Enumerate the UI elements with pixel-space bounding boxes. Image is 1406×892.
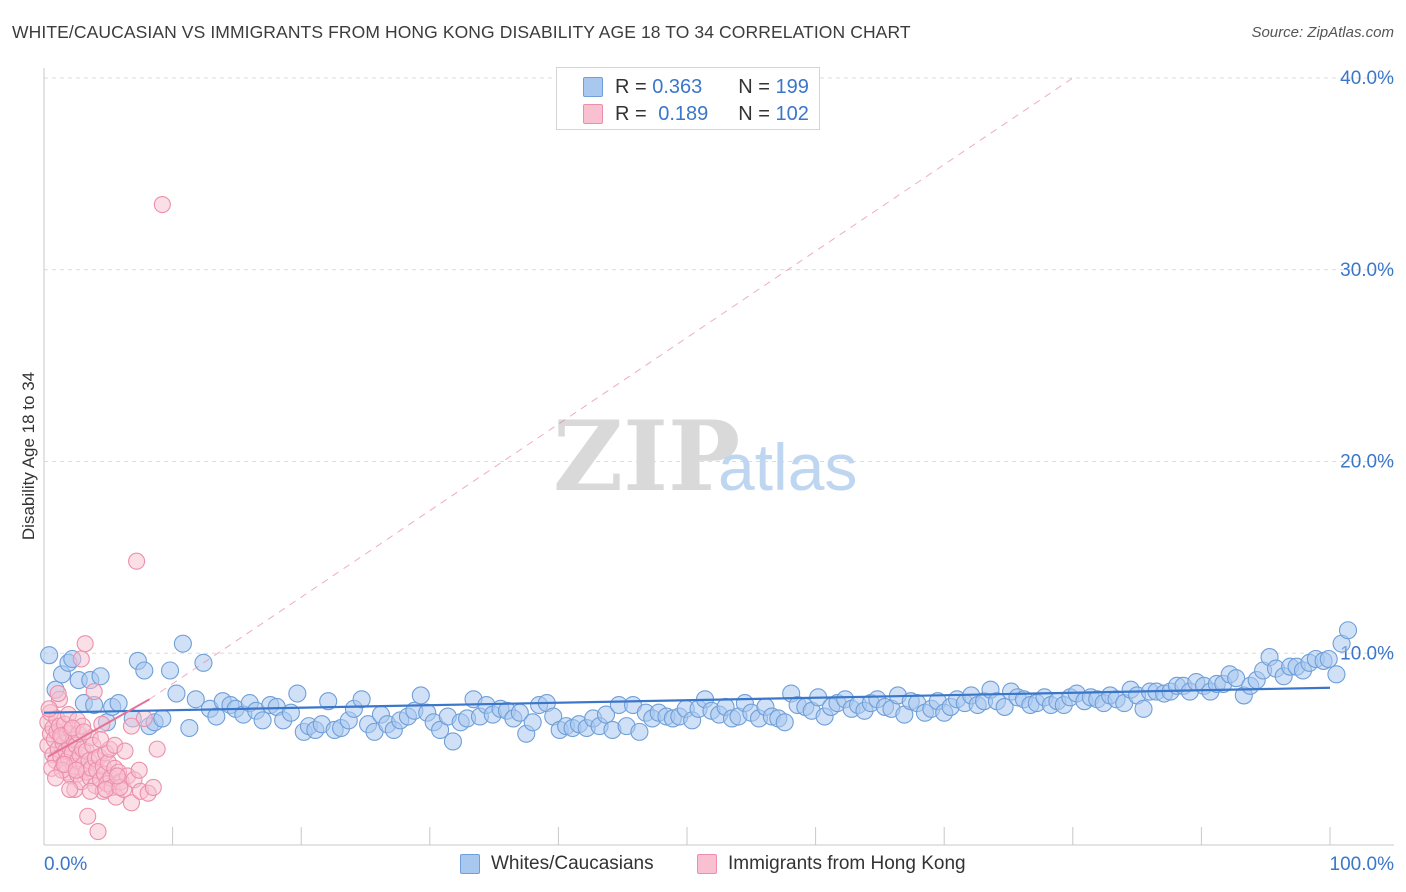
point-whites (443, 732, 462, 751)
chart-title: WHITE/CAUCASIAN VS IMMIGRANTS FROM HONG … (12, 22, 911, 42)
legend-r-label: R = (615, 102, 653, 125)
point-whites (207, 707, 226, 726)
point-whites (523, 713, 542, 732)
legend-n-label: N = (738, 102, 776, 125)
x-tick-label-min: 0.0% (44, 854, 87, 875)
y-tick-label: 30.0% (1340, 260, 1394, 281)
point-hongkong (79, 807, 97, 825)
point-whites (775, 713, 794, 732)
point-hongkong (116, 742, 134, 760)
gridlines (44, 77, 1394, 654)
point-whites (1327, 665, 1346, 684)
point-hongkong (148, 740, 166, 758)
point-whites (91, 667, 110, 686)
point-hongkong (122, 794, 140, 812)
legend-r-value: 0.189 (658, 102, 709, 125)
legend-n-value: 102 (775, 102, 809, 125)
point-whites (1227, 669, 1246, 688)
bottom-legend-hongkong: Immigrants from Hong Kong (697, 851, 966, 877)
point-hongkong (61, 780, 79, 798)
legend-r-label: R = (615, 75, 653, 98)
point-whites (288, 684, 307, 703)
legend-swatch-pink (583, 104, 603, 124)
point-whites (153, 709, 172, 728)
legend-row-hongkong: R = 0.189 N = 102 (583, 102, 809, 126)
legend-swatch-blue (583, 77, 603, 97)
point-hongkong (81, 782, 99, 800)
point-hongkong (47, 769, 65, 787)
series-immigrants-hong-kong (39, 196, 171, 841)
point-whites (1134, 699, 1153, 718)
x-tick-labels: 0.0% 100.0% (44, 854, 1394, 875)
watermark: ZIP atlas (553, 400, 857, 513)
point-hongkong (128, 552, 146, 570)
legend-row-whites: R = 0.363 N = 199 (583, 75, 809, 99)
point-whites (167, 684, 186, 703)
point-whites (596, 705, 616, 724)
legend-r-value: 0.363 (652, 75, 703, 98)
point-hongkong (72, 650, 90, 668)
point-hongkong (89, 823, 107, 841)
point-whites (253, 711, 272, 730)
series-whites-caucasians (40, 621, 1358, 751)
point-whites (186, 690, 205, 709)
trend-line-hongkong-extension (149, 77, 1074, 700)
chart-source: Source: ZipAtlas.com (1251, 24, 1394, 41)
y-tick-label: 40.0% (1340, 68, 1394, 89)
y-tick-label: 20.0% (1340, 452, 1394, 473)
point-hongkong (85, 683, 103, 701)
point-hongkong (97, 780, 115, 798)
bottom-legend-swatch-blue (460, 854, 480, 874)
point-whites (180, 718, 199, 738)
point-hongkong (144, 778, 162, 797)
point-whites (995, 697, 1014, 716)
bottom-legend-label: Whites/Caucasians (491, 853, 654, 874)
trend-lines (43, 77, 1331, 758)
point-hongkong (108, 767, 126, 785)
point-hongkong (122, 717, 140, 735)
point-hongkong (40, 700, 58, 718)
bottom-legend-label: Immigrants from Hong Kong (728, 853, 966, 874)
point-whites (160, 661, 180, 680)
bottom-legend-whites: Whites/Caucasians (460, 851, 654, 877)
watermark-zip: ZIP (553, 400, 740, 513)
point-whites (319, 692, 338, 711)
trend-line-hongkong (47, 698, 150, 758)
watermark-atlas: atlas (718, 430, 857, 504)
y-tick-label: 10.0% (1340, 643, 1394, 664)
y-tick-labels: 10.0% 20.0% 30.0% 40.0% (1340, 68, 1394, 664)
bottom-legend-swatch-pink (697, 854, 717, 874)
point-whites (135, 661, 154, 680)
point-whites (40, 646, 59, 665)
point-whites (411, 686, 430, 705)
point-whites (1319, 649, 1338, 669)
point-whites (431, 720, 450, 740)
x-tick-label-max: 100.0% (1330, 854, 1395, 875)
stats-legend: R = 0.363 N = 199 R = 0.189 N = 102 (556, 67, 820, 130)
y-axis-label: Disability Age 18 to 34 (19, 372, 38, 540)
point-whites (109, 694, 128, 713)
point-whites (173, 634, 192, 653)
point-hongkong (67, 761, 85, 779)
trend-line-whites (43, 686, 1331, 714)
point-whites (630, 722, 649, 741)
point-hongkong (76, 635, 94, 653)
point-whites (352, 690, 371, 709)
legend-n-value: 199 (775, 75, 809, 98)
legend-n-label: N = (738, 75, 776, 98)
point-hongkong (49, 684, 67, 703)
point-whites (1338, 621, 1358, 640)
point-hongkong (153, 196, 171, 214)
point-hongkong (130, 761, 148, 779)
